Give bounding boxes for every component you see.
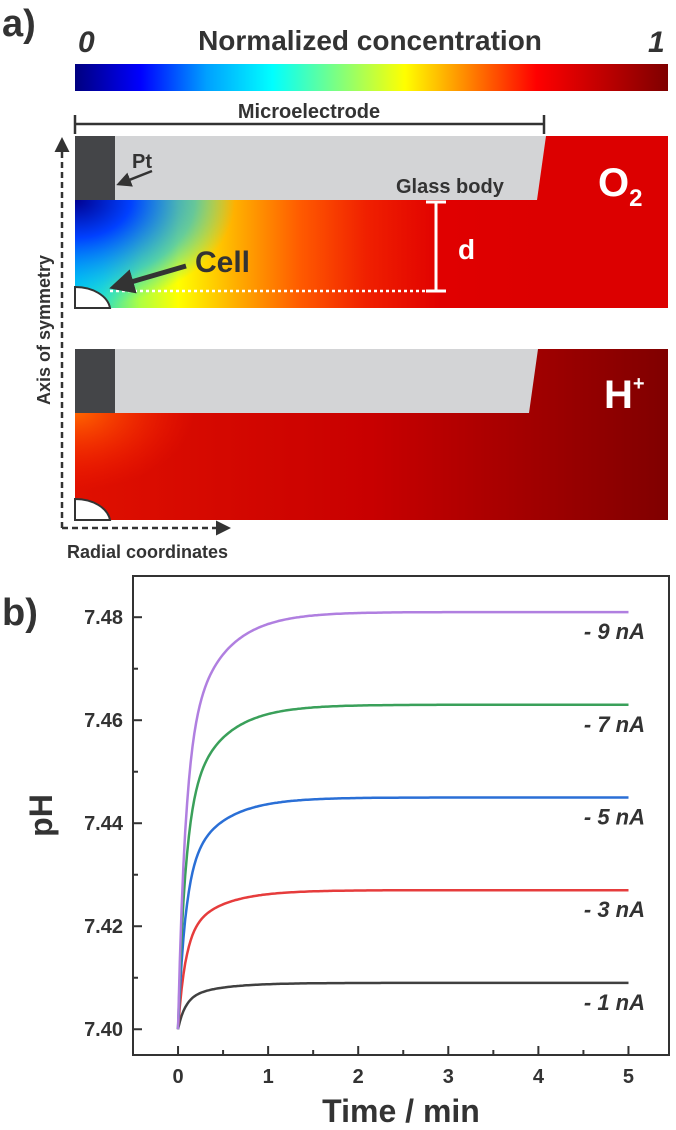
distance-marker (426, 200, 446, 293)
series-line (176, 610, 629, 1030)
y-tick-label: 7.42 (84, 916, 123, 938)
series-label: - 7 nA (584, 712, 645, 737)
h-domain (74, 349, 668, 521)
colorbar-min-label: 0 (78, 26, 95, 59)
glass-body (75, 136, 546, 200)
series-label: - 1 nA (584, 990, 645, 1015)
series-line (176, 796, 629, 1030)
panel-a-label: a) (2, 3, 36, 45)
radial-coordinates-label: Radial coordinates (67, 542, 228, 562)
x-tick-label: 2 (353, 1066, 364, 1088)
x-tick-label: 1 (263, 1066, 274, 1088)
ph-chart: 7.40 7.42 7.44 7.46 7.48 0 1 2 3 4 5 Time / min pH - … (23, 575, 670, 1129)
y-tick-label: 7.40 (84, 1019, 123, 1041)
o2-domain (74, 136, 668, 309)
pt-disk (75, 136, 115, 200)
y-tick-label: 7.44 (84, 813, 124, 835)
pt-arrow (116, 169, 153, 187)
pt-disk-h (75, 349, 115, 413)
cell-arrow (109, 263, 187, 294)
microelectrode-bracket (73, 115, 546, 134)
plot-frame (132, 575, 670, 1056)
x-tick-label: 3 (443, 1066, 454, 1088)
series-label: - 3 nA (584, 897, 645, 922)
series-label: - 9 nA (584, 619, 645, 644)
series-line (176, 703, 629, 1030)
cell-label: Cell (195, 246, 250, 279)
series-label: - 5 nA (584, 804, 645, 829)
colorbar-title: Normalized concentration (198, 25, 542, 56)
series-line (176, 981, 629, 1030)
y-tick-label: 7.46 (84, 710, 123, 732)
colorbar-max-label: 1 (648, 26, 665, 59)
d-label: d (458, 234, 475, 265)
series-line (176, 888, 629, 1030)
h-label: H+ (604, 373, 645, 417)
y-axis-label: pH (23, 794, 59, 837)
colorbar (75, 64, 668, 91)
x-tick-label: 5 (623, 1066, 634, 1088)
o2-label: O2 (598, 161, 642, 212)
microelectrode-label: Microelectrode (238, 101, 380, 123)
pt-label: Pt (132, 151, 152, 173)
x-tick-label: 0 (172, 1066, 183, 1088)
panel-b-label: b) (2, 592, 38, 634)
cell-shape-h (74, 497, 112, 521)
glass-body-label: Glass body (396, 176, 505, 198)
x-tick-label: 4 (533, 1066, 545, 1088)
glass-body-h (75, 349, 538, 413)
x-axis-label: Time / min (322, 1093, 480, 1129)
axis-of-symmetry-label: Axis of symmetry (34, 255, 54, 405)
y-tick-label: 7.48 (84, 607, 123, 629)
cell-shape (74, 285, 112, 309)
